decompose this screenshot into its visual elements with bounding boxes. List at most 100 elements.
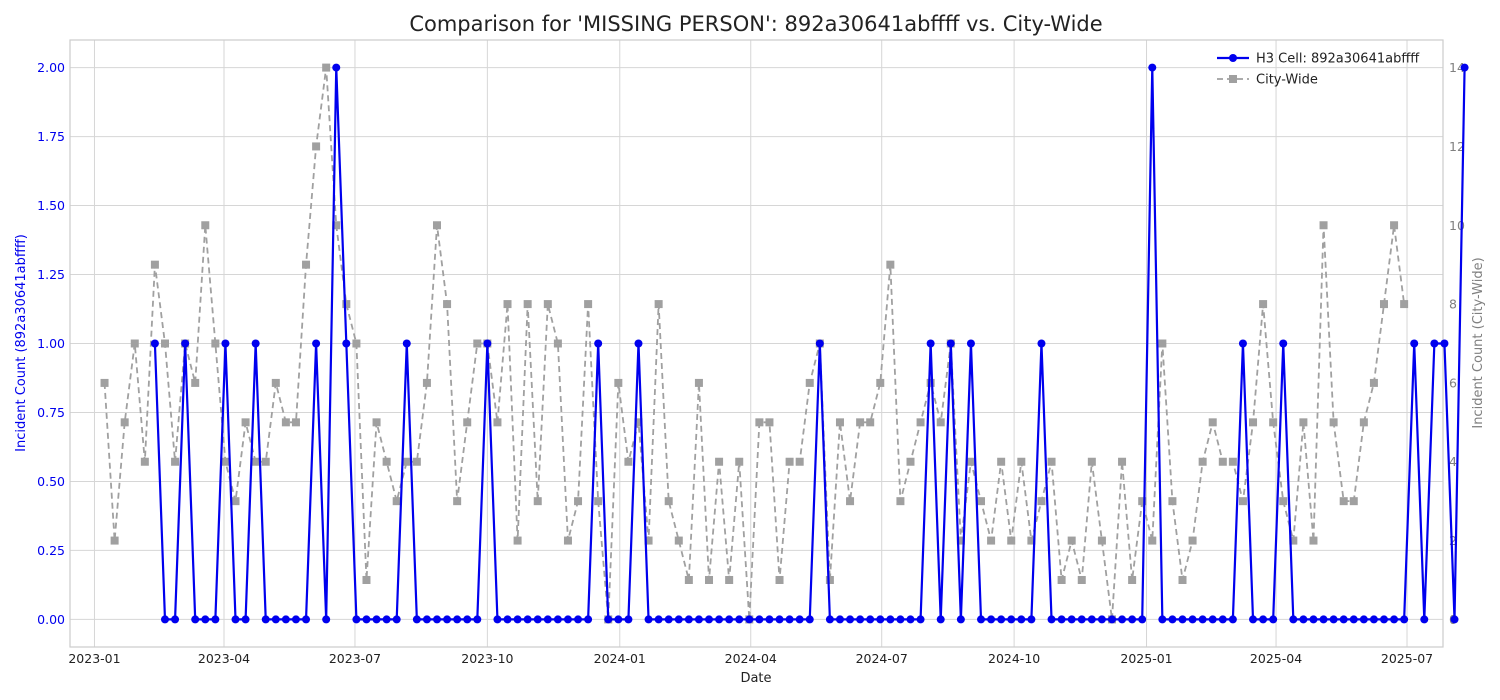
point-h3-cell <box>1228 615 1237 624</box>
point-city-wide <box>735 457 744 466</box>
point-city-wide <box>140 457 149 466</box>
point-h3-cell <box>1077 615 1086 624</box>
point-h3-cell <box>1128 615 1137 624</box>
point-h3-cell <box>1178 615 1187 624</box>
point-city-wide <box>1037 497 1046 506</box>
point-city-wide <box>523 300 532 309</box>
point-city-wide <box>1188 536 1197 545</box>
point-city-wide <box>271 378 280 387</box>
point-city-wide <box>110 536 119 545</box>
point-h3-cell <box>664 615 673 624</box>
point-h3-cell <box>191 615 200 624</box>
y-left-tick-label: 0.50 <box>37 474 65 489</box>
point-h3-cell <box>332 63 341 72</box>
grid <box>70 40 1443 647</box>
point-city-wide <box>1289 536 1298 545</box>
point-city-wide <box>513 536 522 545</box>
point-city-wide <box>150 260 159 269</box>
point-city-wide <box>886 260 895 269</box>
point-h3-cell <box>876 615 885 624</box>
point-h3-cell <box>1400 615 1409 624</box>
point-h3-cell <box>1107 615 1116 624</box>
point-h3-cell <box>1420 615 1429 624</box>
point-city-wide <box>503 300 512 309</box>
point-city-wide <box>1067 536 1076 545</box>
point-h3-cell <box>594 339 603 348</box>
point-city-wide <box>453 497 462 506</box>
point-city-wide <box>312 142 321 151</box>
series-h3-cell <box>150 63 1469 624</box>
point-city-wide <box>614 378 623 387</box>
point-h3-cell <box>563 615 572 624</box>
point-city-wide <box>251 457 260 466</box>
point-h3-cell <box>443 615 452 624</box>
x-tick-label: 2025-07 <box>1381 651 1433 666</box>
point-city-wide <box>1279 497 1288 506</box>
point-city-wide <box>443 300 452 309</box>
point-h3-cell <box>634 339 643 348</box>
point-h3-cell <box>765 615 774 624</box>
point-h3-cell <box>584 615 593 624</box>
point-city-wide <box>1339 497 1348 506</box>
x-tick-label: 2024-10 <box>988 651 1040 666</box>
legend-label-h3-cell: H3 Cell: 892a30641abffff <box>1256 52 1420 67</box>
point-city-wide <box>1148 536 1157 545</box>
point-city-wide <box>362 575 371 584</box>
point-city-wide <box>302 260 311 269</box>
x-tick-label: 2025-04 <box>1250 651 1302 666</box>
point-h3-cell <box>977 615 986 624</box>
point-h3-cell <box>322 615 331 624</box>
point-h3-cell <box>1238 339 1247 348</box>
point-city-wide <box>936 418 945 427</box>
point-city-wide <box>352 339 361 348</box>
point-city-wide <box>1249 418 1258 427</box>
point-city-wide <box>1400 300 1409 309</box>
point-h3-cell <box>1168 615 1177 624</box>
point-h3-cell <box>1087 615 1096 624</box>
point-city-wide <box>846 497 855 506</box>
point-city-wide <box>382 457 391 466</box>
point-h3-cell <box>755 615 764 624</box>
point-h3-cell <box>201 615 210 624</box>
point-h3-cell <box>705 615 714 624</box>
point-city-wide <box>1299 418 1308 427</box>
point-h3-cell <box>1269 615 1278 624</box>
y-axis-left-label: Incident Count (892a30641abffff) <box>14 234 29 452</box>
point-h3-cell <box>654 615 663 624</box>
point-h3-cell <box>483 339 492 348</box>
point-city-wide <box>291 418 300 427</box>
point-h3-cell <box>1379 615 1388 624</box>
point-h3-cell <box>1450 615 1459 624</box>
point-city-wide <box>191 378 200 387</box>
point-city-wide <box>130 339 139 348</box>
y-right-tick-label: 2 <box>1449 533 1457 548</box>
x-tick-label: 2024-01 <box>594 651 646 666</box>
point-h3-cell <box>674 615 683 624</box>
point-h3-cell <box>211 615 220 624</box>
point-city-wide <box>1238 497 1247 506</box>
point-h3-cell <box>1198 615 1207 624</box>
point-h3-cell <box>271 615 280 624</box>
point-city-wide <box>392 497 401 506</box>
x-tick-label: 2024-07 <box>856 651 908 666</box>
point-city-wide <box>1118 457 1127 466</box>
y-left-tick-label: 1.75 <box>37 129 65 144</box>
point-city-wide <box>402 457 411 466</box>
point-h3-cell <box>1249 615 1258 624</box>
point-city-wide <box>493 418 502 427</box>
point-h3-cell <box>846 615 855 624</box>
point-h3-cell <box>1037 339 1046 348</box>
point-h3-cell <box>261 615 270 624</box>
point-city-wide <box>1390 221 1399 230</box>
point-h3-cell <box>785 615 794 624</box>
point-city-wide <box>1057 575 1066 584</box>
point-city-wide <box>715 457 724 466</box>
point-h3-cell <box>1047 615 1056 624</box>
point-h3-cell <box>1289 615 1298 624</box>
point-h3-cell <box>1410 339 1419 348</box>
point-city-wide <box>533 497 542 506</box>
x-axis: 2023-01 2023-04 2023-07 2023-10 2024-01 2024-… <box>68 651 1433 666</box>
point-h3-cell <box>745 615 754 624</box>
point-h3-cell <box>1359 615 1368 624</box>
point-h3-cell <box>362 615 371 624</box>
